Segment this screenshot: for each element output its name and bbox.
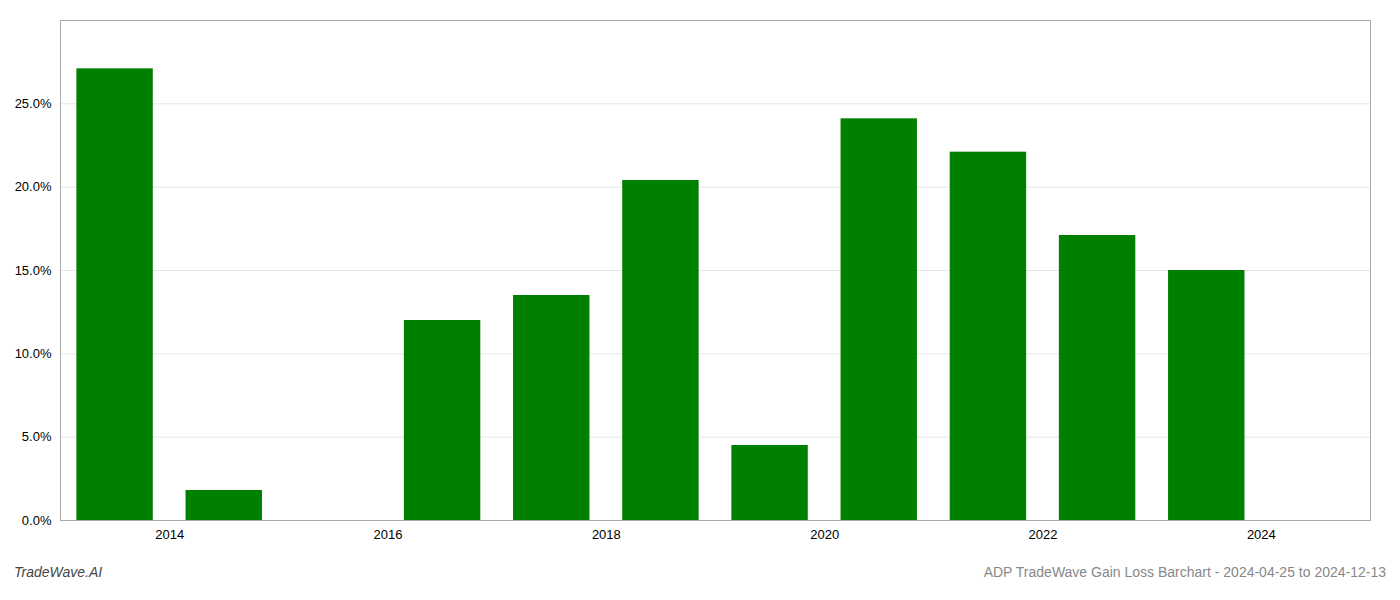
svg-text:2018: 2018 (592, 527, 621, 542)
html-text:ADP TradeWave Gain Loss Barcha: ADP TradeWave Gain Loss Barchart - 2024-… (983, 564, 1386, 580)
svg-text:2016: 2016 (374, 527, 403, 542)
svg-text:15.0%: 15.0% (15, 263, 52, 278)
svg-text:2020: 2020 (810, 527, 839, 542)
svg-text:10.0%: 10.0% (15, 346, 52, 361)
svg-text:2024: 2024 (1247, 527, 1276, 542)
svg-text:25.0%: 25.0% (15, 96, 52, 111)
svg-text:5.0%: 5.0% (22, 429, 52, 444)
svg-text:2014: 2014 (155, 527, 184, 542)
svg-text:2022: 2022 (1029, 527, 1058, 542)
svg-text:20.0%: 20.0% (15, 179, 52, 194)
html-text:TradeWave.AI: TradeWave.AI (14, 564, 103, 580)
svg-text:0.0%: 0.0% (22, 513, 52, 528)
